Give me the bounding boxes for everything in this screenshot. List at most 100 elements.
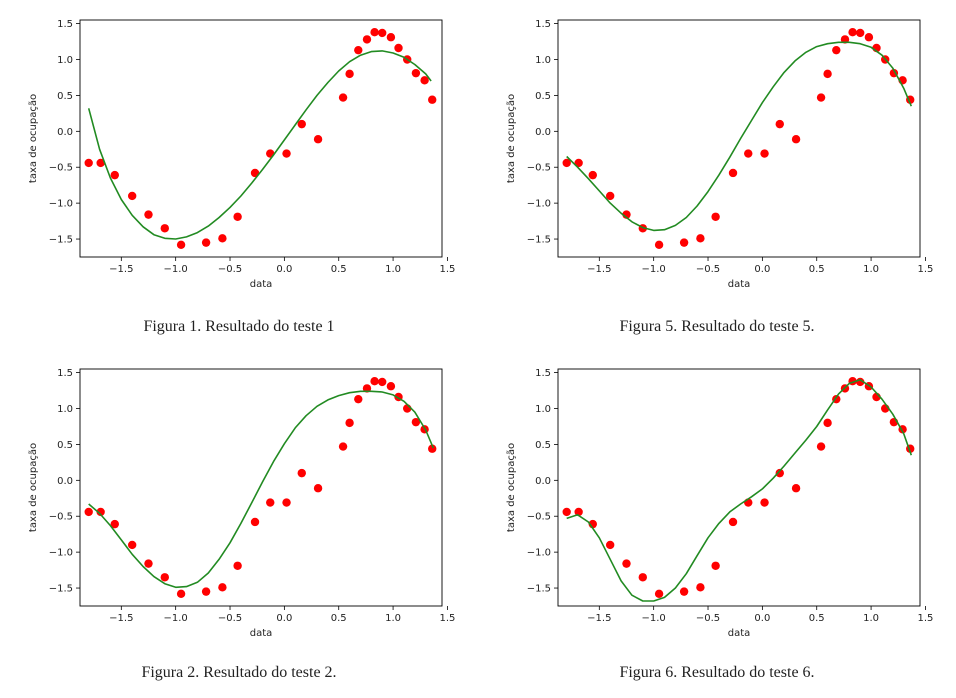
data-point [96,158,105,168]
y-tick-label: −0.5 [49,512,73,523]
y-tick-label: 0.5 [57,91,73,102]
y-tick-label: 1.5 [535,19,551,30]
data-point [816,442,826,451]
data-point [394,43,403,53]
figure-6-panel: −1.5 −1.0 −0.5 0.0 0.5 1.0 1.5 −1.5 −1.0 −0.5 0.0 0… [478,349,956,698]
data-point [574,507,583,517]
data-point [574,158,583,168]
x-tick-label: 1.5 [439,264,455,275]
y-tick-label: 0.0 [57,476,73,487]
data-point [354,394,363,404]
x-tick-label: 1.0 [863,613,879,624]
x-axis-label: data [250,628,273,639]
x-tick-label: −0.5 [696,613,720,624]
y-tick-label: 0.0 [535,127,551,138]
fit-line [88,390,435,589]
data-point [679,238,689,247]
data-point [378,377,387,387]
data-point [345,69,354,79]
fit-line [566,41,913,232]
y-axis-label: taxa de ocupação [28,443,39,532]
data-point [354,45,363,55]
x-tick-label: −1.0 [642,264,666,275]
y-tick-label: 1.0 [535,404,551,415]
plot-area [84,377,437,598]
y-tick-label: −1.5 [49,584,73,595]
x-axis-label: data [728,279,751,290]
data-point [622,559,631,568]
x-tick-label: −0.5 [218,264,242,275]
data-point [848,28,857,37]
data-point [266,498,275,507]
data-point [696,234,705,243]
data-point [96,507,105,517]
data-point [588,170,597,180]
x-tick-label: −1.5 [109,264,133,275]
data-point [411,417,421,427]
y-tick-label: −0.5 [527,163,551,174]
data-point [605,540,615,550]
data-point [338,93,348,102]
x-axis-label: data [728,628,751,639]
data-point [201,587,211,596]
x-tick-label: −1.0 [164,613,188,624]
chart-figure-1: −1.5 −1.0 −0.5 0.0 0.5 1.0 1.5 −1.5 −1.0 −0.5 0.0 0… [28,19,455,290]
x-tick-label: 0.5 [809,613,825,624]
chart-figure-6: −1.5 −1.0 −0.5 0.0 0.5 1.0 1.5 −1.5 −1.0 −0.5 0.0 0… [506,368,933,639]
data-point [282,149,291,158]
data-point [110,170,119,180]
chart-figure-2: −1.5 −1.0 −0.5 0.0 0.5 1.0 1.5 −1.5 −1.0 −0.5 0.0 0… [28,368,455,639]
y-tick-label: 0.0 [57,127,73,138]
data-point [711,561,720,570]
data-point [144,210,153,219]
figure-5-panel: −1.5 −1.0 −0.5 0.0 0.5 1.0 1.5 −1.5 −1.0 −0.5 0.0 0… [478,0,956,349]
y-tick-label: 0.5 [57,440,73,451]
data-point [791,135,801,144]
y-tick-label: −1.0 [49,548,73,559]
data-point [297,468,306,478]
data-point [386,33,396,42]
plot-frame [79,19,443,258]
x-tick-label: 0.5 [331,613,347,624]
data-point [362,35,372,44]
x-tick-label: −1.0 [642,613,666,624]
data-point [201,238,211,247]
data-point [386,382,396,391]
y-tick-label: −1.0 [527,548,551,559]
data-point [744,149,753,158]
data-point [562,507,571,517]
data-point [297,119,306,129]
data-point [832,45,841,55]
x-tick-label: −1.5 [587,613,611,624]
plot-frame [79,368,443,607]
data-point [775,468,784,478]
x-tick-label: 0.0 [276,264,292,275]
data-point [775,119,784,129]
caption-figure-2: Figura 2. Resultado do teste 2. [141,664,337,681]
data-point [562,158,571,168]
plot-area [562,377,915,602]
y-axis-label: taxa de ocupação [506,443,517,532]
y-tick-label: 1.5 [535,368,551,379]
data-point [313,135,323,144]
data-point [864,33,874,42]
data-point [370,377,379,386]
data-point [696,583,705,592]
x-tick-label: 1.5 [917,613,933,624]
data-point [428,95,437,104]
data-point [84,507,93,517]
data-point [233,561,242,570]
x-tick-label: −0.5 [218,613,242,624]
x-tick-label: 0.5 [809,264,825,275]
data-point [250,517,260,527]
data-point [338,442,348,451]
y-tick-label: 1.0 [535,55,551,66]
y-tick-label: −0.5 [49,163,73,174]
x-tick-label: 0.0 [754,264,770,275]
data-point [856,28,865,38]
data-point [160,573,169,582]
y-tick-label: 1.5 [57,368,73,379]
data-point [711,212,720,221]
data-point [760,498,769,507]
data-point [823,418,832,428]
